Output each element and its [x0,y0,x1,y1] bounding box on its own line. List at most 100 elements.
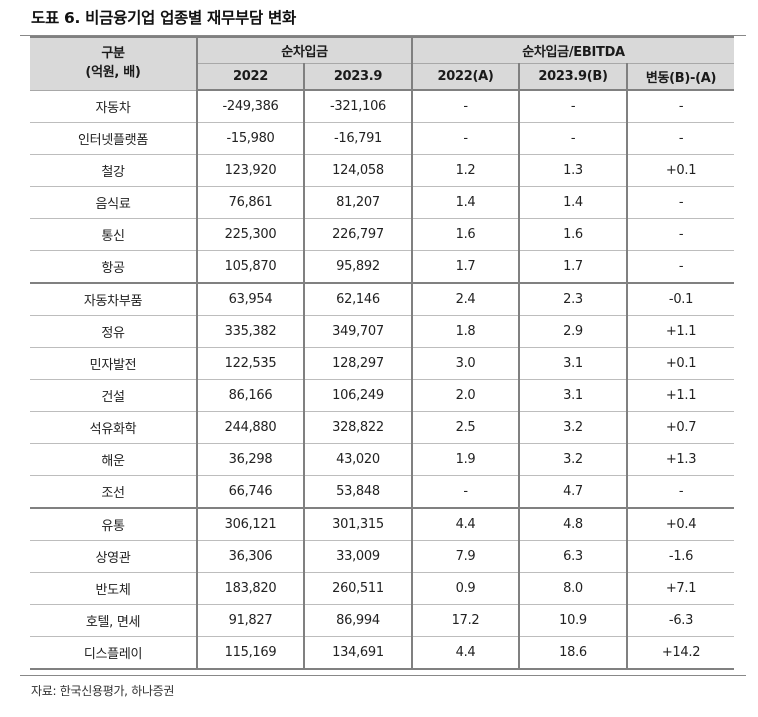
row-industry: 조선 [30,475,197,509]
cell-ratio-2023-9: 1.7 [518,250,628,284]
cell-ratio-2023-9: 6.3 [518,540,628,573]
row-industry: 디스플레이 [30,636,197,670]
table-row: 항공 105,870 95,892 1.7 1.7- [30,250,735,284]
cell-debt-2022: 76,861 [196,186,304,219]
cell-ratio-2022: 0.9 [411,572,520,605]
cell-change: +14.2 [626,636,735,670]
table-row: 호텔, 면세 91,827 86,994 17.2 10.9 -6.3 [30,604,735,637]
cell-debt-2022: 105,870 [196,250,304,284]
cell-ratio-2023-9: 18.6 [518,636,628,670]
cell-ratio-2023-9: 10.9 [518,604,628,637]
table-header: 구분 (억원, 배) 순차입금 순차입금/EBITDA 2022 2023.9 … [30,36,735,91]
cell-debt-2022: 225,300 [196,218,304,251]
cell-ratio-2023-9: 8.0 [518,572,628,605]
cell-change: - [626,90,735,123]
row-industry: 자동차 [30,90,197,123]
table-row: 상영관 36,306 33,009 7.9 6.3 -1.6 [30,540,735,573]
cell-debt-2022: 244,880 [196,411,304,444]
cell-debt-2023-9: 301,315 [302,508,413,541]
table-title: 도표 6. 비금융기업 업종별 재무부담 변화 [31,9,296,27]
header-category-label: 구분 [101,45,125,61]
cell-ratio-2023-9: 1.3 [518,154,628,187]
cell-debt-2022: -249,386 [196,90,304,123]
cell-change: - [626,250,735,284]
cell-debt-2023-9: 86,994 [302,604,413,637]
table-row: 민자발전 122,535 128,297 3.0 3.1 +0.1 [30,347,735,380]
cell-ratio-2022: 2.4 [411,283,520,316]
table-row: 철강 123,920 124,058 1.2 1.3 +0.1 [30,154,735,187]
row-industry: 건설 [30,379,197,412]
cell-debt-2022: 66,746 [196,475,304,509]
row-industry: 정유 [30,315,197,348]
cell-debt-2023-9: 124,058 [302,154,413,187]
cell-debt-2023-9: 128,297 [302,347,413,380]
cell-debt-2023-9: 226,797 [302,218,413,251]
table-row: 건설 86,166 106,249 2.0 3.1 +1.1 [30,379,735,412]
cell-change: - [626,186,735,219]
cell-debt-2022: 122,535 [196,347,304,380]
cell-debt-2023-9: -16,791 [302,122,413,155]
header-change: 변동(B)-(A) [626,63,735,91]
row-industry: 해운 [30,443,197,476]
cell-change: +1.1 [626,315,735,348]
header-category-unit: (억원, 배) [85,64,141,80]
table-row: 자동차 -249,386 -321,106- - - [30,90,735,123]
cell-debt-2023-9: 43,020 [302,443,413,476]
header-net-debt-ebitda: 순차입금/EBITDA [411,36,735,64]
row-industry: 인터넷플랫폼 [30,122,197,155]
cell-ratio-2023-9: 4.8 [518,508,628,541]
cell-ratio-2023-9: - [518,90,628,123]
cell-ratio-2022: 1.2 [411,154,520,187]
cell-debt-2022: -15,980 [196,122,304,155]
cell-debt-2022: 306,121 [196,508,304,541]
table-row: 음식료 76,861 81,207 1.4 1.4- [30,186,735,219]
cell-ratio-2023-9: - [518,122,628,155]
row-industry: 항공 [30,250,197,284]
cell-debt-2022: 91,827 [196,604,304,637]
cell-change: +0.1 [626,154,735,187]
header-debt-2022: 2022 [196,63,304,91]
row-industry: 반도체 [30,572,197,605]
cell-ratio-2022: 4.4 [411,636,520,670]
row-industry: 상영관 [30,540,197,573]
cell-debt-2022: 183,820 [196,572,304,605]
table-body: 자동차 -249,386 -321,106- - - 인터넷플랫폼 -15,980 -16,7… [30,90,735,670]
header-ratio-2022: 2022(A) [411,63,520,91]
row-industry: 통신 [30,218,197,251]
cell-debt-2023-9: 349,707 [302,315,413,348]
cell-ratio-2022: 1.9 [411,443,520,476]
cell-debt-2023-9: 62,146 [302,283,413,316]
table-row: 디스플레이 115,169 134,691 4.4 18.6 +14.2 [30,636,735,670]
row-industry: 자동차부품 [30,283,197,316]
cell-ratio-2023-9: 3.2 [518,443,628,476]
cell-change: +1.1 [626,379,735,412]
bottom-rule-divider [20,675,746,676]
cell-change: +1.3 [626,443,735,476]
cell-ratio-2022: 3.0 [411,347,520,380]
cell-debt-2023-9: 81,207 [302,186,413,219]
cell-ratio-2023-9: 3.1 [518,379,628,412]
cell-ratio-2022: 7.9 [411,540,520,573]
cell-debt-2022: 63,954 [196,283,304,316]
source-note: 자료: 한국신용평가, 하나증권 [31,684,175,698]
cell-debt-2022: 36,298 [196,443,304,476]
cell-debt-2022: 115,169 [196,636,304,670]
cell-ratio-2022: 1.7 [411,250,520,284]
row-industry: 철강 [30,154,197,187]
cell-ratio-2022: 2.5 [411,411,520,444]
header-debt-2023-9: 2023.9 [302,63,413,91]
cell-debt-2022: 123,920 [196,154,304,187]
header-net-debt: 순차입금 [195,36,413,64]
cell-change: - [626,218,735,251]
table-row: 조선 66,746 53,848-4.7- [30,475,735,509]
cell-debt-2023-9: 33,009 [302,540,413,573]
cell-change: - [626,122,735,155]
row-industry: 음식료 [30,186,197,219]
cell-ratio-2022: 1.6 [411,218,520,251]
cell-debt-2023-9: 53,848 [302,475,413,509]
cell-ratio-2023-9: 2.3 [518,283,628,316]
cell-ratio-2023-9: 3.2 [518,411,628,444]
cell-change: -1.6 [626,540,735,573]
header-category: 구분 (억원, 배) [30,36,197,91]
cell-debt-2023-9: 95,892 [302,250,413,284]
